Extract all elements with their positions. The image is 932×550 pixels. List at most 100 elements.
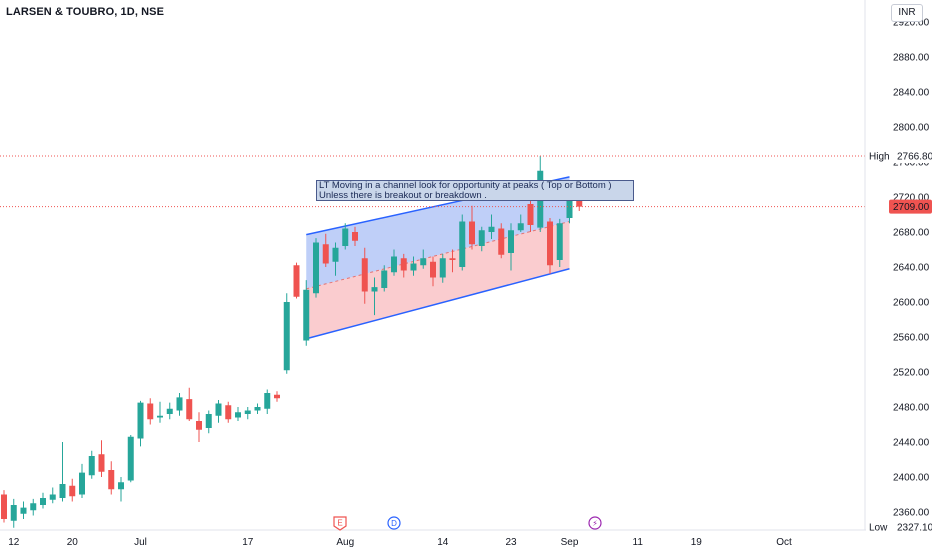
- candle[interactable]: [381, 265, 388, 292]
- split-marker[interactable]: ⚡: [588, 516, 602, 530]
- candle[interactable]: [430, 256, 436, 287]
- candle[interactable]: [498, 223, 505, 259]
- last-price-value: 2709.00: [893, 202, 930, 213]
- low-label: Low: [869, 523, 888, 534]
- y-tick-label: 2680.00: [893, 228, 930, 239]
- candle[interactable]: [556, 218, 563, 267]
- dividend-marker[interactable]: D: [387, 516, 401, 530]
- candle[interactable]: [215, 400, 222, 423]
- x-tick-label: 12: [8, 537, 20, 548]
- candle-body: [527, 204, 534, 225]
- candle[interactable]: [244, 407, 251, 420]
- candle[interactable]: [10, 498, 17, 528]
- candle[interactable]: [196, 412, 202, 442]
- candle[interactable]: [293, 262, 300, 299]
- candle[interactable]: [59, 442, 66, 502]
- event-markers[interactable]: E D ⚡: [333, 516, 602, 531]
- candle[interactable]: [40, 492, 46, 509]
- candle[interactable]: [420, 249, 427, 269]
- candle-body: [322, 244, 329, 264]
- candle[interactable]: [449, 249, 456, 273]
- candle-body: [439, 258, 446, 278]
- candle[interactable]: [30, 498, 37, 516]
- x-tick-label: 23: [505, 537, 517, 548]
- candle[interactable]: [469, 205, 475, 250]
- x-tick-label: Aug: [336, 537, 354, 548]
- candle[interactable]: [517, 214, 524, 233]
- candle[interactable]: [322, 233, 329, 267]
- candle[interactable]: [342, 223, 349, 250]
- candle[interactable]: [186, 387, 193, 421]
- candle[interactable]: [1, 490, 7, 523]
- candle[interactable]: [400, 253, 407, 278]
- candle-body: [196, 421, 202, 430]
- x-tick-label: 17: [242, 537, 254, 548]
- candle[interactable]: [147, 398, 154, 425]
- candle-body: [205, 414, 212, 428]
- currency-button[interactable]: INR: [891, 4, 923, 22]
- y-tick-label: 2880.00: [893, 53, 930, 64]
- candle[interactable]: [137, 400, 144, 447]
- candle[interactable]: [508, 223, 514, 271]
- candle[interactable]: [118, 477, 124, 502]
- candle[interactable]: [225, 401, 232, 423]
- candle[interactable]: [361, 247, 368, 304]
- candle[interactable]: [547, 218, 553, 274]
- earnings-marker[interactable]: E: [333, 516, 347, 531]
- candle-body: [381, 270, 388, 288]
- candle[interactable]: [166, 402, 173, 420]
- candle[interactable]: [127, 435, 134, 483]
- candle[interactable]: [88, 450, 95, 479]
- candle[interactable]: [283, 293, 290, 374]
- candle-body: [547, 221, 553, 266]
- channel-lower-line[interactable]: [306, 268, 570, 340]
- candle[interactable]: [254, 403, 261, 415]
- candle[interactable]: [371, 277, 378, 316]
- candle-body: [147, 403, 154, 420]
- time-axis[interactable]: 12 20 Jul 17 Aug 14 23 Sep 11 19 Oct: [8, 537, 792, 548]
- candle[interactable]: [410, 256, 417, 276]
- dividend-label: D: [391, 519, 397, 528]
- candle[interactable]: [176, 393, 183, 416]
- candle[interactable]: [478, 226, 485, 252]
- candle[interactable]: [332, 242, 339, 276]
- candle[interactable]: [205, 410, 212, 434]
- candle[interactable]: [235, 407, 241, 421]
- candle[interactable]: [391, 249, 397, 276]
- candle[interactable]: [439, 253, 446, 283]
- candle-body: [79, 472, 85, 495]
- candle-body: [517, 223, 524, 231]
- candle-body: [118, 482, 124, 490]
- candle[interactable]: [459, 214, 466, 271]
- candle[interactable]: [98, 440, 105, 477]
- last-price-tag: [889, 199, 932, 214]
- candle[interactable]: [274, 391, 280, 402]
- y-tick-label: 2840.00: [893, 88, 930, 99]
- high-value: 2766.80: [897, 152, 932, 163]
- candle[interactable]: [69, 478, 76, 502]
- low-tag-bg: [866, 520, 932, 533]
- candle[interactable]: [49, 487, 56, 504]
- text-annotation[interactable]: LT Moving in a channel look for opportun…: [316, 180, 634, 201]
- candle[interactable]: [264, 389, 271, 415]
- candle-body: [20, 507, 27, 514]
- candle[interactable]: [352, 226, 358, 246]
- y-tick-label: 2440.00: [893, 438, 930, 449]
- candles[interactable]: [1, 155, 583, 528]
- y-tick-label: 2640.00: [893, 263, 930, 274]
- candle[interactable]: [108, 461, 115, 495]
- earnings-icon: [333, 516, 347, 531]
- candle-body: [98, 454, 105, 472]
- candle[interactable]: [79, 463, 85, 498]
- candle[interactable]: [157, 401, 163, 423]
- candle[interactable]: [303, 280, 310, 346]
- candle[interactable]: [20, 501, 27, 520]
- candle-body: [157, 415, 163, 418]
- price-axis[interactable]: 2360.00 2400.00 2440.00 2480.00 2520.00 2560.…: [893, 0, 930, 519]
- candle-body: [69, 485, 76, 497]
- candle[interactable]: [313, 238, 319, 298]
- candle-body: [332, 247, 339, 262]
- x-tick-label: 20: [67, 537, 79, 548]
- candle[interactable]: [488, 214, 495, 240]
